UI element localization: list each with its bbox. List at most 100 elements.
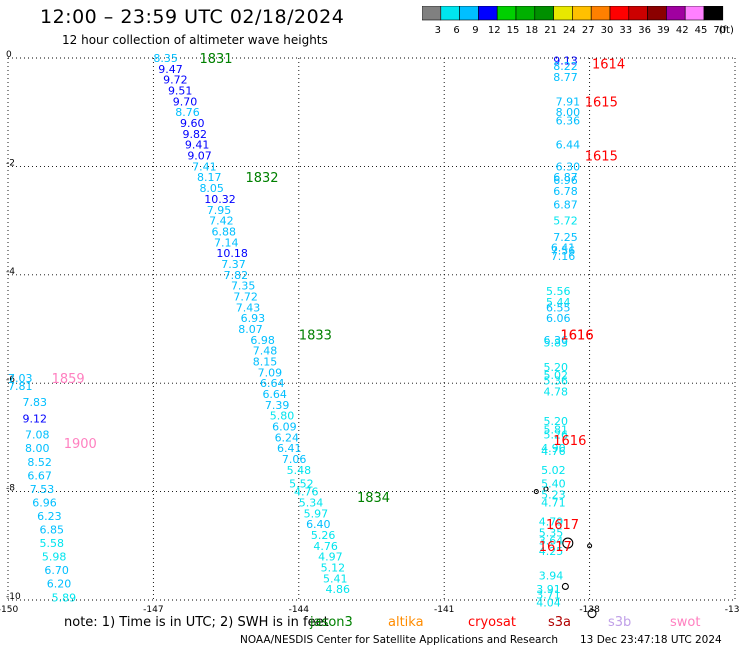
colorbar-legend: 3 6 9 12 15 18 21 24 27 30 33 36 39 42 45 70(ft) [422, 6, 734, 36]
colorbar-label: 42 [676, 25, 689, 36]
colorbar-label: 24 [563, 25, 576, 36]
wave-height-value: 5.26 [311, 529, 336, 542]
wave-height-value: 4.97 [318, 551, 343, 564]
wave-height-value: 8.17 [197, 171, 222, 184]
lat-tick-label: -10 [6, 592, 21, 602]
wave-height-value: 7.82 [224, 269, 249, 282]
pass-time-label: 1617 [546, 518, 579, 533]
wave-height-value: 7.48 [253, 345, 277, 358]
wave-height-value: 6.96 [553, 174, 578, 187]
island-outline [587, 608, 597, 619]
wave-height-value: 6.88 [212, 225, 237, 238]
wave-height-value: 3.91 [536, 583, 561, 596]
wave-height-value: 4.78 [544, 385, 569, 398]
wave-height-value: 8.35 [153, 52, 178, 65]
wave-height-value: 7.16 [551, 250, 576, 263]
wave-height-value: 6.30 [556, 160, 581, 173]
wave-height-value: 5.44 [546, 296, 571, 309]
colorbar-label: 36 [638, 25, 651, 36]
lon-tick-label: -144 [289, 605, 310, 615]
legend-note: note: 1) Time is in UTC; 2) SWH is in fe… [64, 615, 329, 630]
wave-height-value: 6.93 [241, 312, 266, 325]
wave-height-value: 9.51 [168, 85, 193, 98]
lat-tick-label: -4 [6, 267, 15, 277]
wave-height-value: 7.39 [265, 399, 290, 412]
lat-tick-label: -2 [6, 158, 15, 168]
colorbar-label: 3 [435, 25, 441, 36]
pass-time-label: 1616 [561, 328, 594, 343]
wave-height-value: 7.14 [214, 236, 239, 249]
wave-height-value: 6.36 [556, 114, 581, 127]
wave-height-value: 5.20 [544, 361, 569, 374]
wave-height-value: 6.41 [277, 442, 302, 455]
wave-height-value: 6.44 [556, 139, 581, 152]
wave-height-value: 6.24 [275, 431, 300, 444]
wave-height-value: 5.26 [544, 429, 569, 442]
wave-height-value: 8.15 [253, 356, 277, 369]
wave-height-value: 6.23 [37, 510, 62, 523]
wave-height-value: 5.35 [539, 526, 564, 539]
wave-height-value: 6.85 [40, 524, 65, 537]
wave-height-value: 5.36 [544, 374, 569, 387]
pass-time-label: 1616 [553, 434, 586, 449]
wave-height-value: 5.89 [52, 591, 76, 604]
map-subtitle: 12 hour collection of altimeter wave hei… [62, 33, 328, 47]
wave-height-value: 5.52 [289, 477, 314, 490]
pass-time-label: 1859 [52, 372, 85, 387]
pass-time-label: 1833 [299, 328, 332, 343]
wave-height-value: 4.25 [539, 545, 564, 558]
island-outline [562, 537, 574, 549]
wave-height-value: 5.83 [544, 337, 569, 350]
wave-height-value: 4.76 [541, 445, 566, 458]
wave-height-value: 5.02 [541, 464, 566, 477]
colorbar-label: 30 [601, 25, 614, 36]
wave-height-value: 3.71 [536, 589, 561, 602]
legend-satellite-s3a: s3a [548, 615, 571, 630]
colorbar-label: 27 [582, 25, 595, 36]
wave-height-value: 7.43 [236, 301, 261, 314]
wave-height-value: 3.64 [539, 534, 564, 547]
wave-height-value: 9.07 [187, 150, 212, 163]
wave-height-value: 8.00 [556, 106, 581, 119]
colorbar-label: 18 [525, 25, 538, 36]
wave-height-value: 7.09 [258, 366, 283, 379]
wave-height-value: 6.64 [260, 377, 285, 390]
pass-time-label: 1615 [585, 95, 618, 110]
wave-height-value: 7.42 [209, 215, 234, 228]
island-outline [561, 582, 569, 591]
pass-time-label: 1614 [592, 57, 625, 72]
pass-time-label: 1615 [585, 150, 618, 165]
wave-height-value: 5.72 [553, 215, 578, 228]
wave-height-value: 5.58 [40, 537, 65, 550]
colorbar-label: 45 [695, 25, 708, 36]
wave-height-value: 4.86 [325, 583, 350, 596]
wave-height-value: 8.76 [175, 106, 200, 119]
lat-tick-label: -8 [6, 484, 15, 494]
wave-height-value: 4.79 [539, 515, 564, 528]
colorbar-label: 12 [488, 25, 501, 36]
wave-height-value: 7.56 [551, 244, 576, 257]
wave-height-value: 8.52 [27, 456, 51, 469]
wave-height-value: 7.41 [192, 160, 217, 173]
wave-height-value: 6.41 [551, 242, 576, 255]
satellite-legend: note: 1) Time is in UTC; 2) SWH is in fe… [64, 615, 700, 630]
wave-height-value: 9.47 [158, 63, 183, 76]
wave-height-value: 9.72 [163, 74, 188, 87]
island-outline [533, 489, 539, 495]
wave-height-value: 7.53 [30, 483, 54, 496]
wave-height-value: 4.71 [541, 496, 566, 509]
wave-height-value: 8.77 [553, 71, 578, 84]
island-outline [587, 543, 593, 549]
legend-satellite-swot: swot [670, 615, 700, 630]
wave-height-value: 7.35 [231, 280, 256, 293]
lat-tick-label: -6 [6, 375, 15, 385]
pass-time-label: 1832 [245, 171, 278, 186]
colorbar-label: 9 [472, 25, 478, 36]
wave-height-value: 7.08 [25, 429, 50, 442]
wave-height-value: 5.81 [544, 423, 569, 436]
pass-time-label: 1834 [357, 491, 390, 506]
wave-height-value: 6.09 [272, 421, 297, 434]
map-grid: -150-147-144-141-138-1350-2-4-6-8-10 [0, 50, 740, 615]
colorbar-label: 15 [507, 25, 520, 36]
wave-height-value: 5.40 [541, 477, 566, 490]
